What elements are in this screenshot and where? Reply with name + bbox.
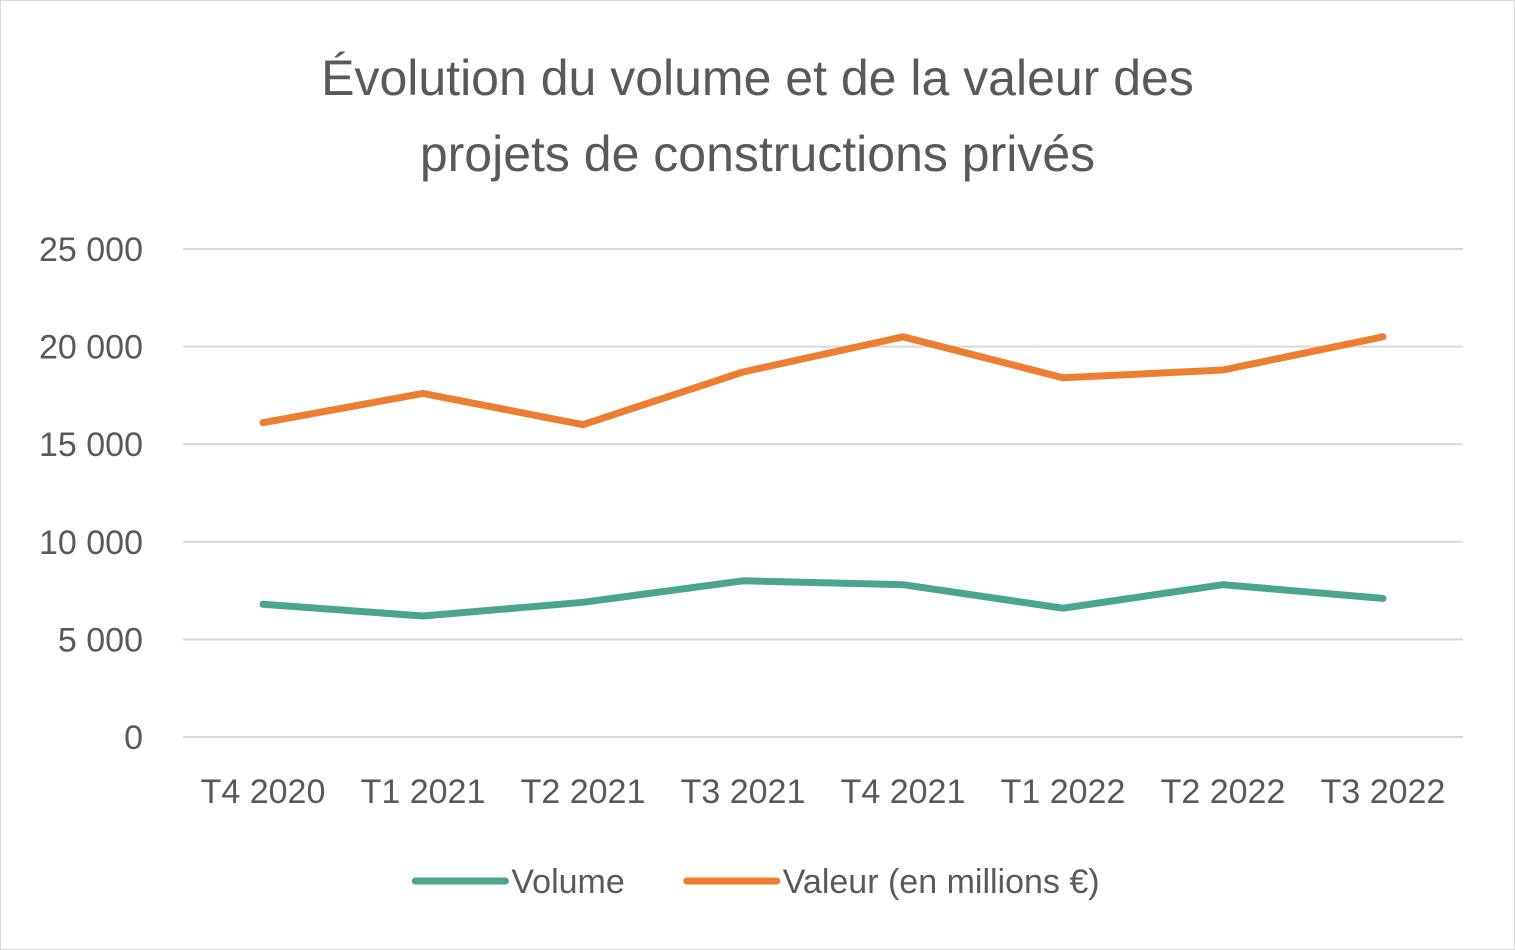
y-tick-label: 20 000 bbox=[39, 329, 143, 367]
x-tick-label: T1 2022 bbox=[1001, 773, 1126, 811]
legend: Volume Valeur (en millions €) bbox=[411, 863, 1100, 901]
y-tick-label: 0 bbox=[124, 719, 143, 757]
x-tick-label: T2 2022 bbox=[1161, 773, 1286, 811]
chart-title: Évolution du volume et de la valeur des … bbox=[0, 40, 1515, 192]
x-tick-label: T4 2020 bbox=[201, 773, 326, 811]
x-tick-label: T3 2022 bbox=[1321, 773, 1446, 811]
series-line-volume bbox=[259, 577, 1387, 620]
x-tick-label: T1 2021 bbox=[361, 773, 486, 811]
y-axis-tick-labels: 0 5 000 10 000 15 000 20 000 25 000 bbox=[39, 231, 143, 757]
series-line-valeur bbox=[259, 333, 1387, 429]
y-tick-label: 15 000 bbox=[39, 426, 143, 464]
legend-label-valeur: Valeur (en millions €) bbox=[783, 863, 1100, 901]
x-tick-label: T3 2021 bbox=[681, 773, 806, 811]
x-tick-label: T2 2021 bbox=[521, 773, 646, 811]
legend-label-volume: Volume bbox=[511, 863, 624, 901]
series-lines bbox=[259, 333, 1387, 620]
x-axis-tick-labels: T4 2020 T1 2021 T2 2021 T3 2021 T4 2021 T1 20… bbox=[201, 773, 1446, 811]
gridlines bbox=[183, 248, 1463, 738]
y-tick-label: 10 000 bbox=[39, 524, 143, 562]
chart-title-line-2: projets de constructions privés bbox=[419, 126, 1096, 182]
chart-title-line-1: Évolution du volume et de la valeur des bbox=[321, 50, 1194, 106]
y-tick-label: 25 000 bbox=[39, 231, 143, 269]
x-tick-label: T4 2021 bbox=[841, 773, 966, 811]
y-tick-label: 5 000 bbox=[58, 621, 143, 659]
